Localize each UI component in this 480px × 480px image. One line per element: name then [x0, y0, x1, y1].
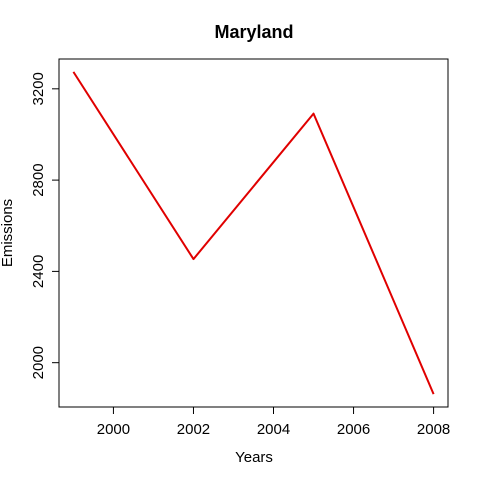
y-axis-label: Emissions: [0, 199, 16, 267]
x-axis-label: Years: [235, 449, 273, 466]
x-tick-label: 2006: [337, 421, 370, 438]
plot-area-border: [58, 58, 449, 408]
y-tick-label: 2000: [30, 346, 47, 379]
x-tick-label: 2002: [177, 421, 210, 438]
series-layer: [72, 71, 435, 395]
series-line: [72, 71, 435, 395]
x-tick-label: 2004: [257, 421, 290, 438]
y-tick-label: 2400: [30, 255, 47, 288]
x-axis: 2000 2002 2004 2006 2008: [97, 407, 450, 438]
chart-title: Maryland: [214, 22, 293, 42]
y-axis: 2000 2400 2800 3200: [30, 72, 59, 379]
y-tick-label: 2800: [30, 163, 47, 196]
y-tick-label: 3200: [30, 72, 47, 105]
x-tick-label: 2008: [417, 421, 450, 438]
x-tick-label: 2000: [97, 421, 130, 438]
